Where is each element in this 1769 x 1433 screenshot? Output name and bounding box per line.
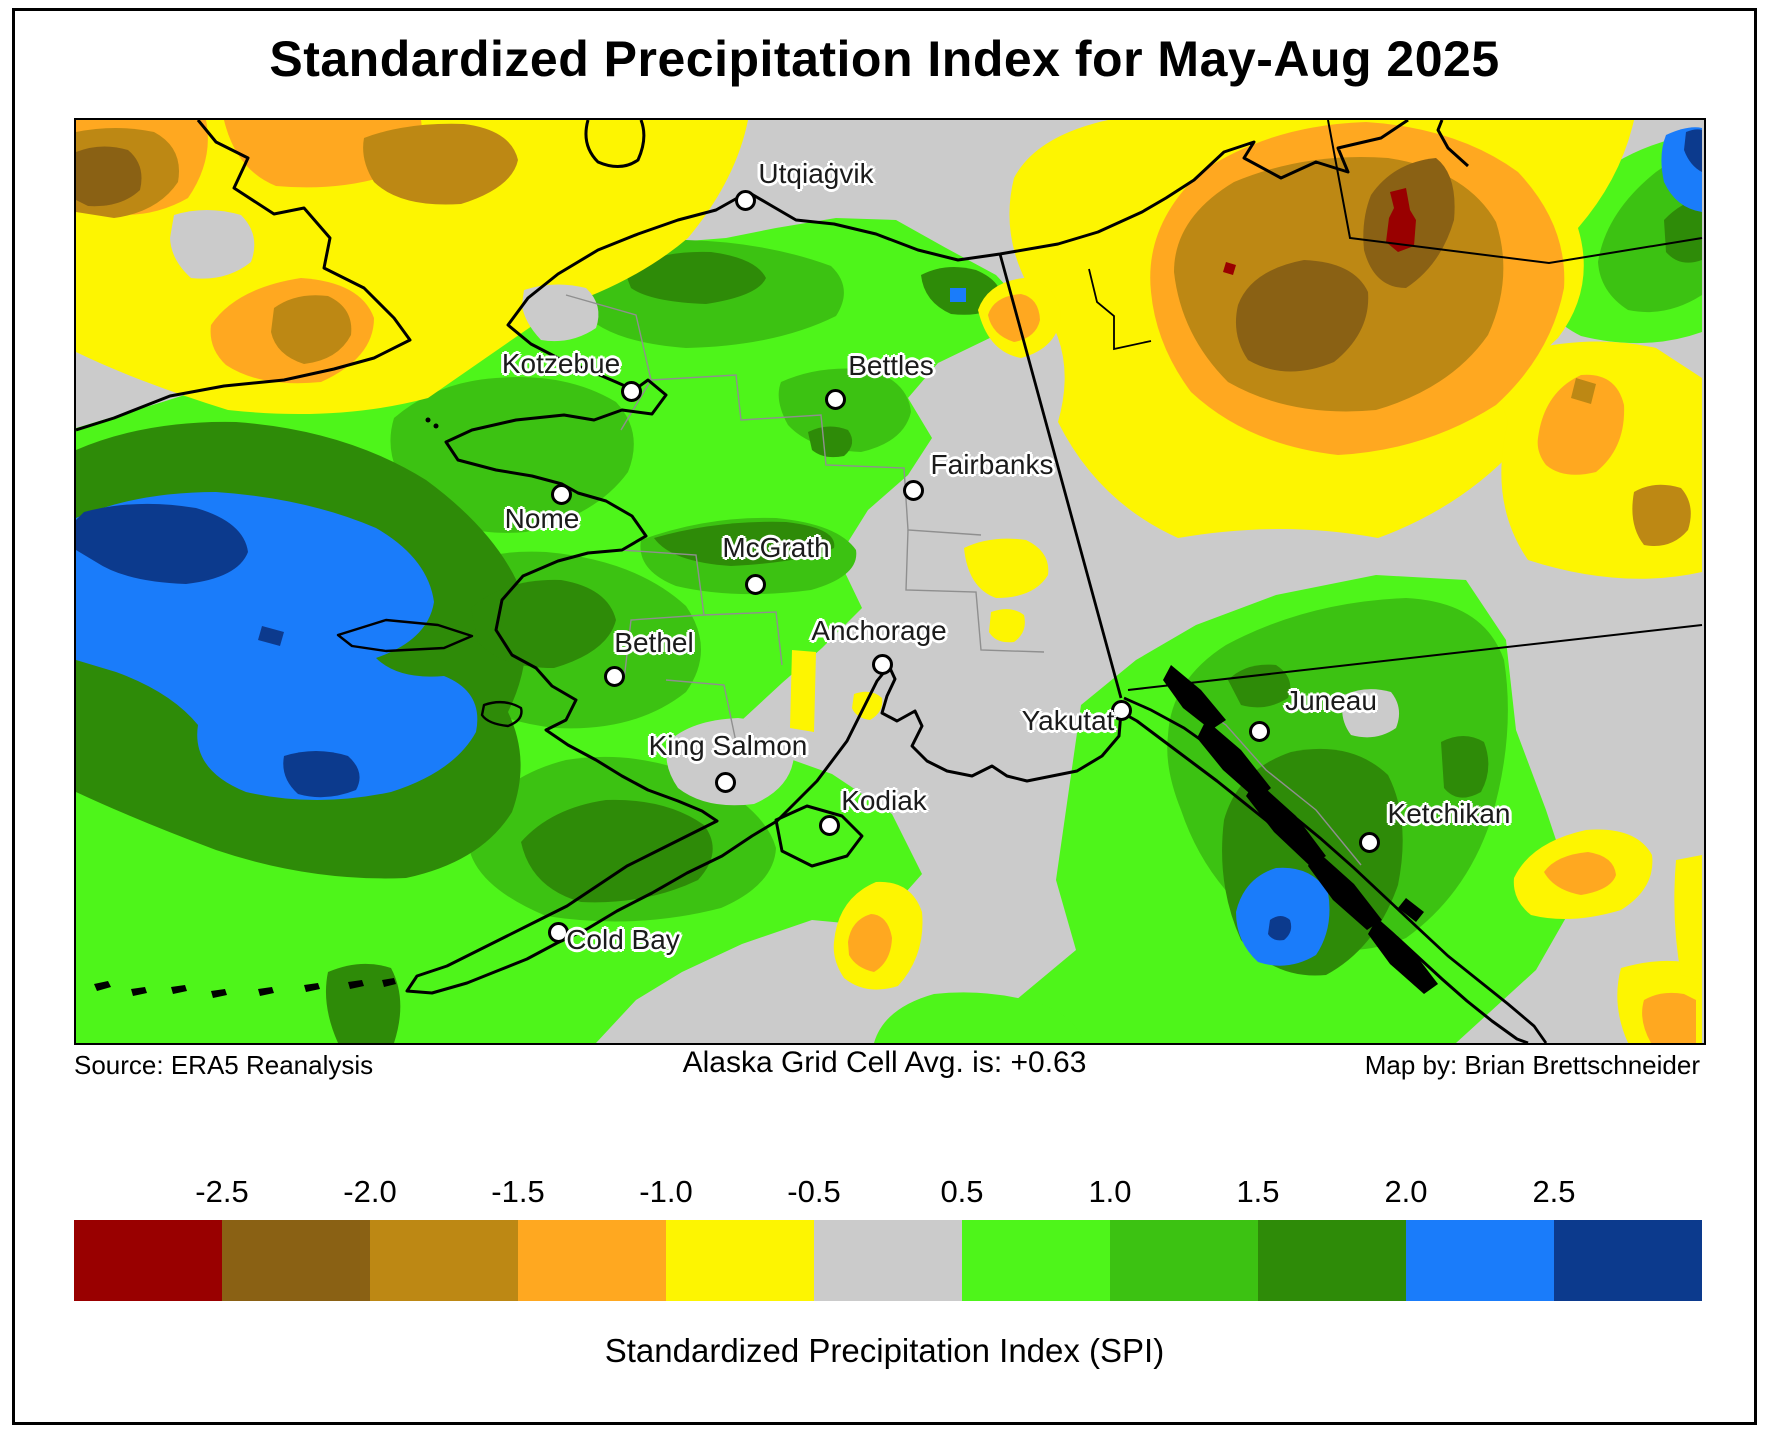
city-marker-mcgrath <box>744 573 766 595</box>
colorbar-segment-2 <box>370 1220 518 1301</box>
colorbar-tick-label: 2.5 <box>1532 1174 1576 1209</box>
colorbar-segment-3 <box>518 1220 666 1301</box>
city-label-cold-bay: Cold Bay <box>566 924 680 955</box>
city-marker-cold-bay <box>547 921 569 943</box>
colorbar-segment-0 <box>74 1220 222 1301</box>
city-marker-fairbanks <box>902 479 924 501</box>
colorbar-tick-label: -2.5 <box>195 1174 249 1209</box>
city-label-juneau: Juneau <box>1285 685 1377 716</box>
city-marker-juneau <box>1248 720 1270 742</box>
colorbar-ticks: -2.5 -2.0 -1.5 -1.0 -0.5 0.5 1.0 1.5 2.0 2.5 <box>74 1174 1702 1212</box>
spi-wet-2_5-regions <box>76 129 1702 941</box>
grid-cell-average: Alaska Grid Cell Avg. is: +0.63 <box>682 1046 1087 1079</box>
colorbar-tick-label: -1.0 <box>639 1174 693 1209</box>
city-layer: Utqiaġvik Kotzebue Bettles Nome Fairbanks McG… <box>76 120 1704 1043</box>
city-marker-ketchikan <box>1358 831 1380 853</box>
colorbar-segment-9 <box>1406 1220 1554 1301</box>
colorbar-segment-8 <box>1258 1220 1406 1301</box>
colorbar-tick-label: 1.5 <box>1236 1174 1280 1209</box>
colorbar-segment-6 <box>962 1220 1110 1301</box>
colorbar-caption: Standardized Precipitation Index (SPI) <box>604 1332 1165 1369</box>
city-marker-bettles <box>824 388 846 410</box>
spi-neutral-patches <box>170 210 1400 806</box>
city-label-ketchikan: Ketchikan <box>1387 798 1511 829</box>
city-label-nome: Nome <box>504 503 580 534</box>
page-border <box>12 8 1757 1425</box>
colorbar-segment-7 <box>1110 1220 1258 1301</box>
colorbar-tick-label: 2.0 <box>1384 1174 1428 1209</box>
spi-extreme-dry-regions <box>1223 188 1416 275</box>
borough-boundaries <box>565 294 1362 866</box>
colorbar <box>74 1220 1702 1301</box>
colorbar-segment-10 <box>1554 1220 1702 1301</box>
city-label-bettles: Bettles <box>848 350 934 381</box>
spi-dry-2_5-regions <box>76 146 1455 372</box>
credit-note: Map by: Brian Brettschneider <box>1364 1050 1700 1080</box>
city-marker-bethel <box>603 665 625 687</box>
city-label-king-salmon: King Salmon <box>648 730 808 761</box>
colorbar-segment-4 <box>666 1220 814 1301</box>
colorbar-tick-label: 1.0 <box>1088 1174 1132 1209</box>
city-marker-king-salmon <box>714 771 736 793</box>
city-label-utqia-vik: Utqiaġvik <box>758 158 874 189</box>
city-marker-anchorage <box>871 653 893 675</box>
colorbar-tick-label: -2.0 <box>343 1174 397 1209</box>
island-outlines <box>336 618 523 728</box>
spi-map-panel: Utqiaġvik Kotzebue Bettles Nome Fairbanks McG… <box>74 118 1706 1045</box>
city-label-yakutat: Yakutat <box>1021 705 1115 736</box>
city-label-mcgrath: McGrath <box>722 532 830 563</box>
spi-map-graphic <box>76 120 1704 1043</box>
city-marker-utqia-vik <box>734 189 756 211</box>
colorbar-segment-1 <box>222 1220 370 1301</box>
map-title: Standardized Precipitation Index for May… <box>269 31 1500 87</box>
political-borders <box>998 120 1703 1043</box>
city-label-bethel: Bethel <box>614 627 694 658</box>
city-marker-yakutat <box>1110 699 1132 721</box>
coastlines <box>76 120 1529 1043</box>
colorbar-tick-label: -1.5 <box>491 1174 545 1209</box>
city-marker-nome <box>550 483 572 505</box>
source-note: Source: ERA5 Reanalysis <box>74 1050 374 1080</box>
city-label-fairbanks: Fairbanks <box>930 449 1054 480</box>
small-islands <box>94 417 1438 998</box>
city-label-kodiak: Kodiak <box>841 785 927 816</box>
city-label-anchorage: Anchorage <box>811 615 947 646</box>
colorbar-segment-5 <box>814 1220 962 1301</box>
colorbar-tick-label: -0.5 <box>787 1174 841 1209</box>
city-marker-kotzebue <box>620 380 642 402</box>
city-label-kotzebue: Kotzebue <box>501 348 621 379</box>
city-marker-kodiak <box>818 814 840 836</box>
colorbar-tick-label: 0.5 <box>940 1174 984 1209</box>
